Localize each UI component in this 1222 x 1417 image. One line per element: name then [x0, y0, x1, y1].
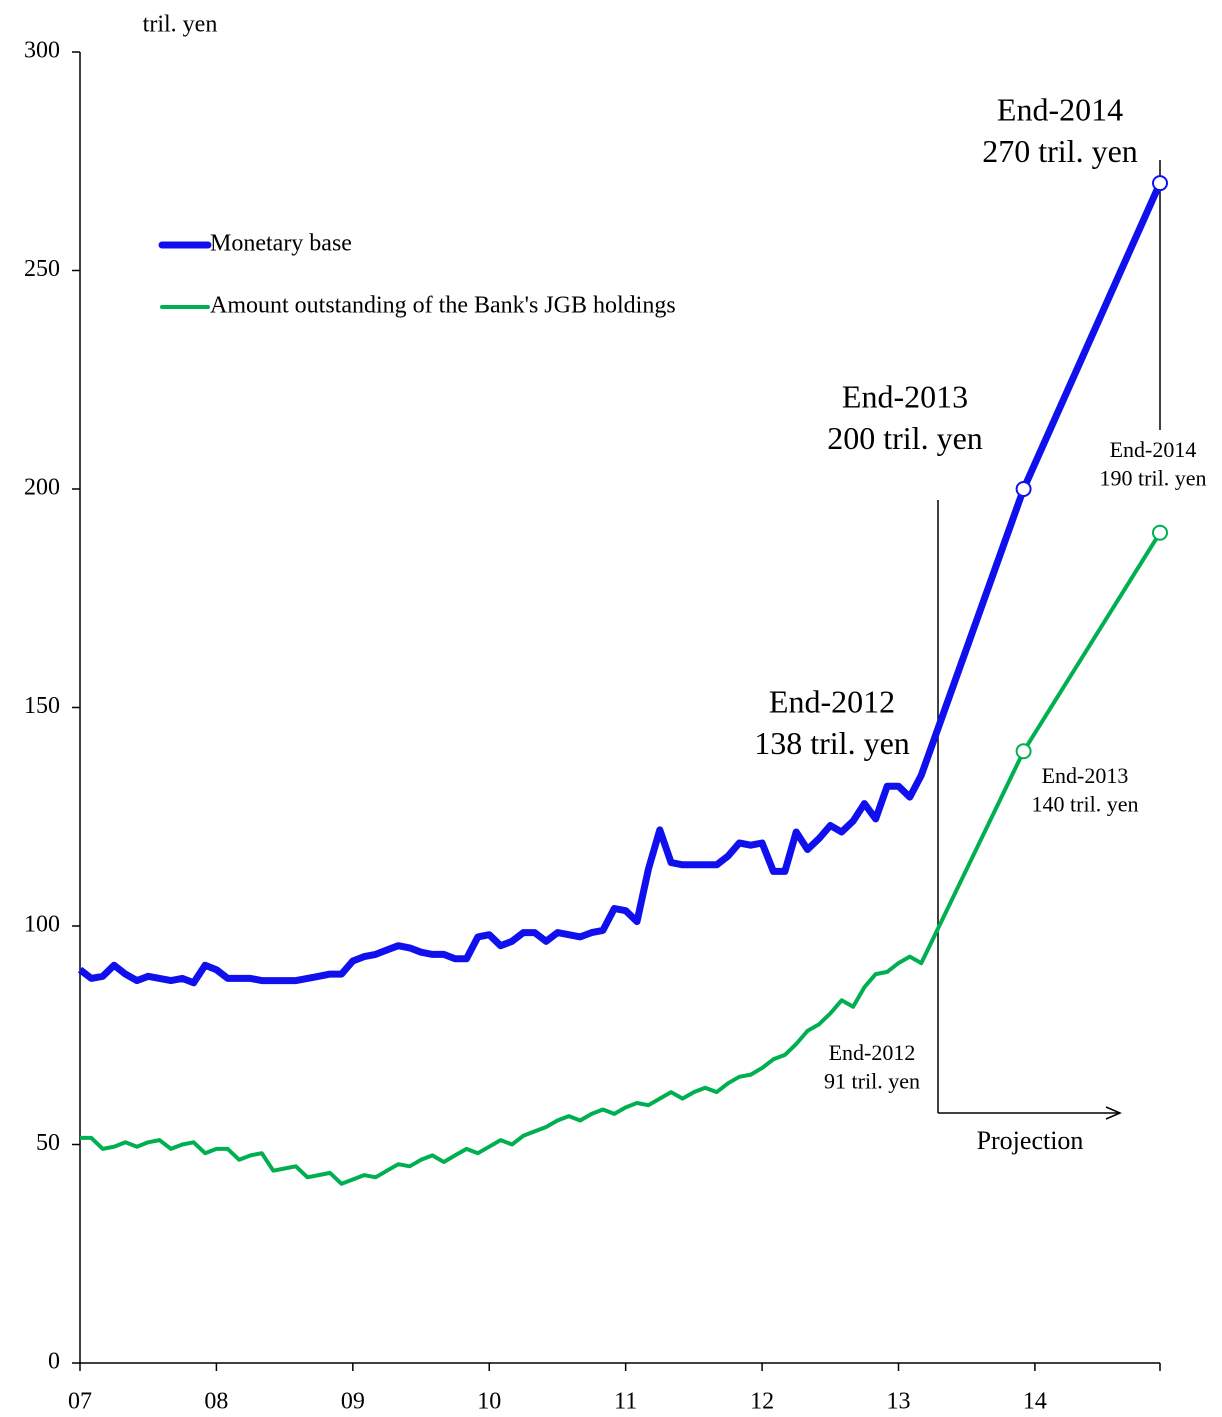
annotation: End-2013: [842, 378, 968, 414]
annotation: 91 tril. yen: [824, 1069, 920, 1094]
y-unit: tril. yen: [143, 12, 218, 38]
projection-label: Projection: [977, 1126, 1084, 1155]
y-tick-label: 50: [36, 1130, 60, 1156]
annotation: 140 tril. yen: [1032, 792, 1139, 817]
x-tick-label: 13: [886, 1389, 910, 1415]
projection-marker: [1152, 524, 1168, 541]
x-tick-label: 08: [204, 1389, 228, 1415]
annotation: 270 tril. yen: [982, 133, 1138, 169]
legend-label: Monetary base: [210, 231, 352, 257]
series-line: [80, 531, 1162, 1186]
y-tick-label: 250: [24, 256, 60, 282]
x-tick-label: 14: [1023, 1389, 1047, 1415]
x-tick-label: 07: [68, 1389, 92, 1415]
annotation: End-2013: [1042, 763, 1129, 788]
y-tick-label: 200: [24, 475, 60, 501]
x-tick-label: 10: [477, 1389, 501, 1415]
x-tick-label: 11: [614, 1389, 637, 1415]
annotation: 138 tril. yen: [754, 725, 910, 761]
annotation: End-2012: [769, 683, 895, 719]
annotation: 190 tril. yen: [1100, 466, 1207, 491]
y-tick-label: 0: [48, 1349, 60, 1375]
y-tick-label: 150: [24, 693, 60, 719]
annotation: End-2014: [997, 91, 1123, 127]
annotation: End-2012: [829, 1040, 916, 1065]
legend-label: Amount outstanding of the Bank's JGB hol…: [210, 293, 676, 319]
x-tick-label: 09: [341, 1389, 365, 1415]
y-tick-label: 300: [24, 38, 60, 64]
annotation: 200 tril. yen: [827, 420, 983, 456]
annotation: End-2014: [1110, 437, 1197, 462]
x-tick-label: 12: [750, 1389, 774, 1415]
projection-marker: [1015, 481, 1032, 497]
series-line: [77, 181, 1164, 987]
projection-marker: [1015, 743, 1032, 760]
projection-marker: [1152, 175, 1168, 192]
arrow-head: [1105, 1106, 1122, 1120]
y-tick-label: 100: [24, 912, 60, 938]
